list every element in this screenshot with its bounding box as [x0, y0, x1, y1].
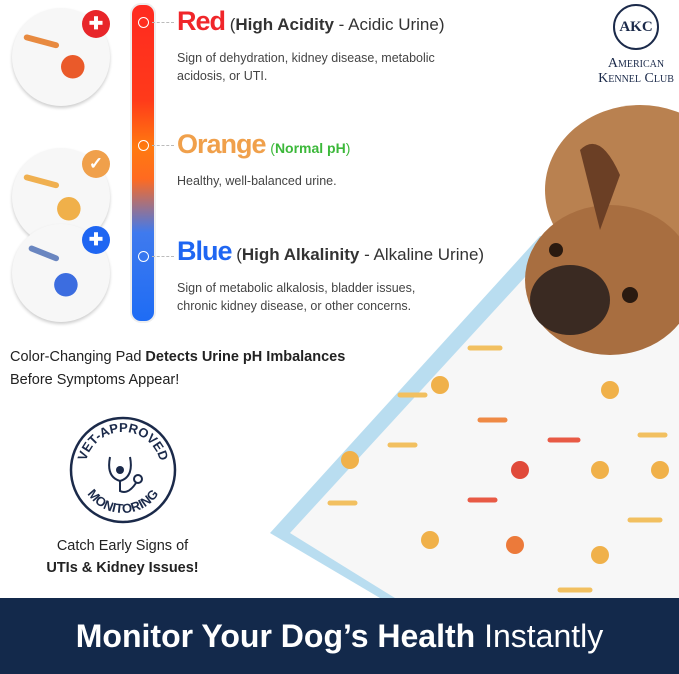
blue-description: Sign of metabolic alkalosis, bladder iss…	[177, 281, 416, 313]
red-marker	[138, 17, 149, 28]
svg-text:VET-APPROVED: VET-APPROVED	[74, 420, 171, 462]
red-heading: Red (High Acidity - Acidic Urine)	[177, 6, 445, 36]
medical-paw-icon: ✚	[82, 10, 110, 38]
blue-marker	[138, 251, 149, 262]
seal-top-text: VET-APPROVED	[74, 420, 171, 462]
bones	[327, 345, 668, 593]
logo-line2: Kennel Club	[598, 71, 674, 86]
akc-logo: AKC American Kennel Club	[596, 4, 676, 86]
connector-line	[152, 145, 174, 146]
connector-line	[152, 22, 174, 23]
banner-light-text: Instantly	[475, 618, 604, 654]
logo-line1: American	[607, 56, 665, 71]
vet-approved-seal: VET-APPROVED MONITORING	[69, 416, 177, 524]
paw-prints	[341, 376, 669, 564]
dog-icon	[525, 105, 679, 355]
medical-paw-icon: ✚	[82, 226, 110, 254]
check-icon: ✓	[82, 150, 110, 178]
level-detail: - Acidic Urine	[333, 15, 439, 34]
level-detail: - Alkaline Urine	[359, 245, 479, 264]
akc-seal: AKC	[613, 4, 659, 50]
tagline-bold: Detects Urine pH Imbalances	[145, 349, 346, 365]
orange-heading: Orange (Normal pH)	[177, 129, 351, 159]
banner-bold-text: Monitor Your Dog’s Health	[75, 618, 476, 654]
stethoscope-paw-icon	[108, 456, 143, 493]
svg-text:MONITORING: MONITORING	[85, 486, 162, 516]
level-name: Red	[177, 6, 226, 36]
orange-marker	[138, 140, 149, 151]
level-name: Blue	[177, 236, 233, 266]
red-description: Sign of dehydration, kidney disease, met…	[177, 51, 435, 83]
tagline: Color-Changing Pad Detects Urine pH Imba…	[10, 346, 345, 392]
catch-line2: UTIs & Kidney Issues!	[46, 560, 199, 576]
connector-line	[152, 256, 174, 257]
pad-and-dog-illustration	[270, 105, 679, 598]
blue-heading: Blue (High Alkalinity - Alkaline Urine)	[177, 236, 485, 266]
catch-early-text: Catch Early Signs of UTIs & Kidney Issue…	[0, 535, 245, 579]
level-bold: Normal pH	[274, 140, 346, 156]
bottom-banner: Monitor Your Dog’s Health Instantly	[0, 598, 679, 674]
tagline-plain: Color-Changing Pad	[10, 349, 146, 365]
level-name: Orange	[177, 129, 267, 159]
ph-color-scale	[130, 3, 156, 323]
level-bold: High Acidity	[235, 15, 334, 34]
seal-bottom-text: MONITORING	[85, 486, 162, 516]
catch-line1: Catch Early Signs of	[56, 538, 189, 554]
tagline-line2: Before Symptoms Appear!	[10, 372, 180, 388]
level-bold: High Alkalinity	[241, 245, 360, 264]
orange-description: Healthy, well-balanced urine.	[177, 174, 337, 188]
